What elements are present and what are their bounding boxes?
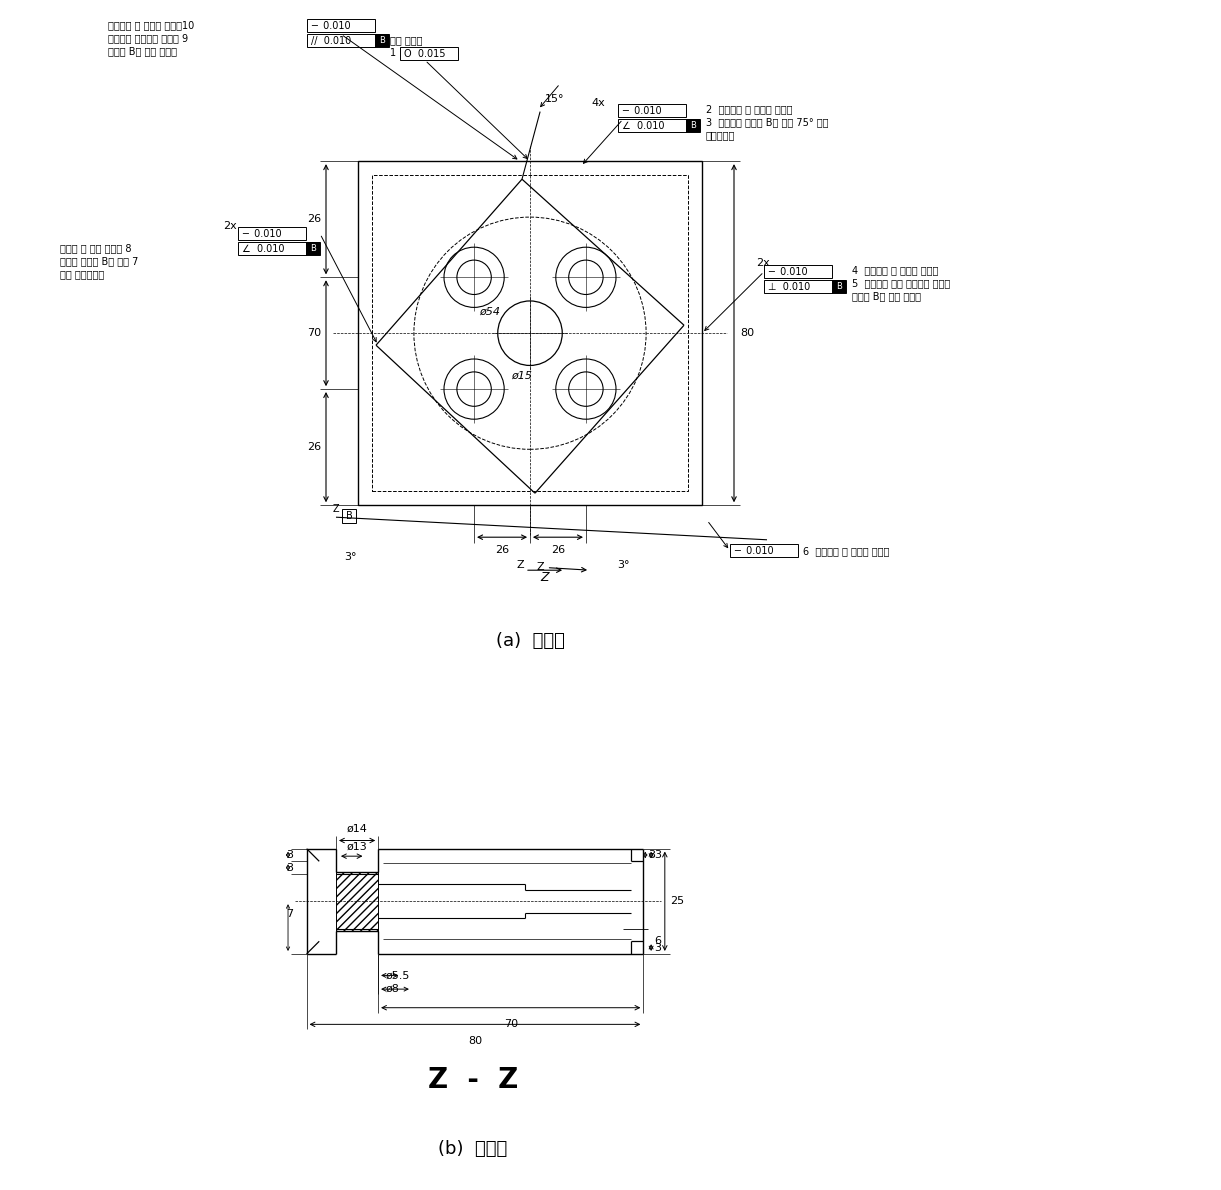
Text: B: B [379, 36, 385, 45]
Text: 4  정사각형 각 측면의 진직도: 4 정사각형 각 측면의 진직도 [852, 265, 939, 275]
Text: 2  마름모꼴 각 측면의 진직도: 2 마름모꼴 각 측면의 진직도 [706, 105, 792, 114]
Bar [342, 509, 357, 524]
Text: 정확정밀도: 정확정밀도 [706, 130, 735, 140]
Circle shape [444, 359, 504, 419]
Text: 각도 정확정밀도: 각도 정확정밀도 [60, 269, 104, 280]
Text: ø8: ø8 [386, 984, 399, 994]
Text: B: B [836, 282, 842, 292]
Text: ∠  0.010: ∠ 0.010 [242, 244, 284, 253]
Circle shape [556, 359, 617, 419]
Text: 3: 3 [654, 850, 661, 860]
Text: ⊥  0.010: ⊥ 0.010 [768, 282, 811, 292]
Text: ─  0.010: ─ 0.010 [734, 546, 774, 556]
Text: (a)  정면도: (a) 정면도 [496, 632, 564, 650]
Bar [306, 19, 375, 32]
Text: 25: 25 [669, 896, 684, 907]
Text: 3°: 3° [344, 552, 357, 562]
Bar [832, 280, 846, 293]
Text: ∠  0.010: ∠ 0.010 [621, 120, 664, 131]
Circle shape [498, 301, 562, 365]
Text: 26: 26 [495, 545, 509, 556]
Text: 경사면 기준면 B에 대한 7: 경사면 기준면 B에 대한 7 [60, 256, 138, 267]
Circle shape [569, 372, 603, 406]
Text: Z: Z [541, 571, 549, 584]
Bar [730, 544, 799, 557]
Text: 3: 3 [648, 850, 656, 860]
Circle shape [444, 248, 504, 307]
Text: 1: 1 [389, 49, 396, 58]
Text: (b)  측면도: (b) 측면도 [438, 1140, 508, 1158]
Text: B: B [346, 512, 353, 521]
Text: 26: 26 [306, 214, 321, 224]
Bar [358, 161, 702, 506]
Bar [306, 243, 320, 255]
Text: 기준면 B에 대한 평행도: 기준면 B에 대한 평행도 [107, 46, 177, 56]
Text: ─  0.010: ─ 0.010 [311, 20, 350, 31]
Text: 5  정사각형 서로 이웃하는 측면의: 5 정사각형 서로 이웃하는 측면의 [852, 278, 950, 288]
Text: 70: 70 [306, 328, 321, 338]
Text: 2x: 2x [756, 258, 769, 268]
Text: 26: 26 [551, 545, 565, 556]
Circle shape [569, 261, 603, 294]
Text: 2x: 2x [223, 221, 237, 231]
Bar [618, 119, 700, 132]
Circle shape [457, 372, 491, 406]
Bar [375, 35, 389, 48]
Text: 3: 3 [286, 850, 293, 860]
Text: ─  0.010: ─ 0.010 [242, 228, 282, 239]
Circle shape [556, 248, 617, 307]
Text: 6  정사각형 각 측면의 진직도: 6 정사각형 각 측면의 진직도 [803, 546, 889, 556]
Text: 3: 3 [654, 942, 661, 952]
Text: 3: 3 [286, 863, 293, 872]
Text: 7: 7 [286, 909, 293, 919]
Bar [238, 243, 320, 255]
Text: ø15: ø15 [512, 370, 532, 380]
Text: 3°: 3° [618, 560, 630, 570]
Text: 정사각형 마주보는 측면의 9: 정사각형 마주보는 측면의 9 [107, 33, 188, 43]
Text: ─  0.010: ─ 0.010 [621, 106, 662, 115]
Text: 26: 26 [306, 443, 321, 452]
Bar [238, 227, 306, 240]
Bar [764, 280, 846, 293]
Text: B: B [690, 121, 696, 130]
Text: 6: 6 [654, 937, 661, 946]
Text: ø54: ø54 [480, 306, 501, 317]
Text: 원의 진원도: 원의 진원도 [389, 36, 422, 45]
Text: 4x: 4x [591, 99, 604, 108]
Text: 70: 70 [503, 1020, 518, 1029]
Text: Z: Z [516, 560, 524, 570]
Text: ø5.5: ø5.5 [386, 970, 410, 981]
Text: 80: 80 [740, 328, 755, 338]
Bar [400, 48, 458, 61]
Text: Z  -  Z: Z - Z [427, 1066, 518, 1095]
Text: ─  0.010: ─ 0.010 [768, 267, 807, 277]
Bar [372, 175, 687, 491]
Text: ø14: ø14 [347, 823, 368, 834]
Text: 경사면 각 면의 진직도 8: 경사면 각 면의 진직도 8 [60, 243, 132, 253]
Text: Z: Z [536, 562, 586, 572]
Text: 15°: 15° [545, 94, 564, 104]
Bar [306, 35, 389, 48]
Circle shape [457, 261, 491, 294]
Bar [618, 105, 686, 117]
Text: 3  마름모꼴 기준면 B에 대한 75° 각도: 3 마름모꼴 기준면 B에 대한 75° 각도 [706, 117, 829, 127]
Text: //  0.010: // 0.010 [311, 36, 352, 45]
Text: ø13: ø13 [347, 841, 368, 851]
Text: 정사각형 각 측면의 진직도10: 정사각형 각 측면의 진직도10 [107, 20, 194, 30]
Text: B: B [310, 244, 316, 253]
Bar [686, 119, 700, 132]
Text: Z: Z [332, 505, 339, 514]
Text: O  0.015: O 0.015 [404, 49, 446, 58]
Text: 기준면 B에 대한 직각도: 기준면 B에 대한 직각도 [852, 292, 921, 301]
Text: 80: 80 [468, 1036, 482, 1046]
Bar [336, 872, 379, 931]
Bar [764, 265, 832, 278]
